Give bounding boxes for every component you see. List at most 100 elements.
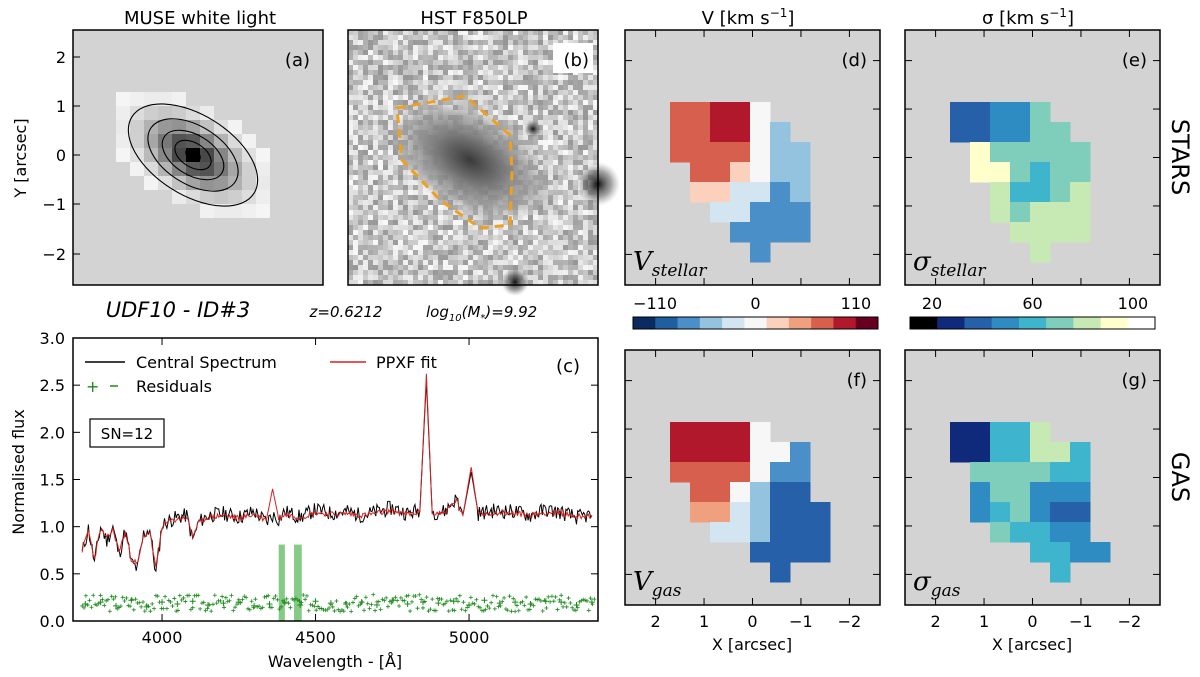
hst-noise-pixel (443, 90, 448, 95)
muse-pixel (242, 134, 256, 148)
residual-point (168, 599, 173, 604)
residual-point (395, 598, 400, 603)
hst-noise-pixel (503, 95, 508, 100)
hst-noise-pixel (443, 75, 448, 80)
hst-noise-pixel (383, 225, 388, 230)
map-spaxel (1070, 222, 1091, 243)
hst-noise-pixel (353, 255, 358, 260)
map-spaxel (750, 502, 771, 523)
residual-point (513, 609, 518, 614)
hst-noise-pixel (448, 235, 453, 240)
hst-noise-pixel (453, 270, 458, 275)
hst-noise-pixel (368, 190, 373, 195)
map-spaxel (730, 422, 751, 443)
hst-noise-pixel (523, 260, 528, 265)
hst-noise-pixel (393, 215, 398, 220)
hst-noise-pixel (493, 265, 498, 270)
hst-noise-pixel (463, 215, 468, 220)
hst-noise-pixel (398, 35, 403, 40)
muse-pixel (228, 204, 242, 218)
hst-noise-pixel (573, 35, 578, 40)
hst-noise-pixel (443, 240, 448, 245)
hst-noise-pixel (583, 90, 588, 95)
map-spaxel (810, 502, 831, 523)
residual-point (312, 604, 317, 609)
hst-noise-pixel (443, 235, 448, 240)
muse-pixel (186, 134, 200, 148)
hst-noise-pixel (408, 245, 413, 250)
hst-noise-pixel (568, 250, 573, 255)
hst-noise-pixel (573, 275, 578, 280)
hst-noise-pixel (448, 90, 453, 95)
map-spaxel (990, 182, 1011, 203)
panel-d-title: V [km s−1] (702, 6, 795, 29)
hst-noise-pixel (383, 210, 388, 215)
hst-noise-pixel (348, 120, 353, 125)
hst-noise-pixel (448, 35, 453, 40)
residual-point (540, 609, 545, 614)
hst-noise-pixel (528, 35, 533, 40)
hst-noise-pixel (358, 220, 363, 225)
hst-noise-pixel (538, 145, 543, 150)
hst-noise-pixel (398, 165, 403, 170)
hst-noise-pixel (398, 270, 403, 275)
hst-noise-pixel (523, 45, 528, 50)
hst-noise-pixel (373, 90, 378, 95)
hst-noise-pixel (573, 115, 578, 120)
hst-noise-pixel (453, 215, 458, 220)
hst-noise-pixel (583, 130, 588, 135)
hst-noise-pixel (353, 155, 358, 160)
hst-noise-pixel (373, 225, 378, 230)
hst-noise-pixel (538, 220, 543, 225)
y-tick-label: 3.0 (40, 329, 65, 348)
hst-noise-pixel (378, 265, 383, 270)
hst-noise-pixel (398, 220, 403, 225)
hst-noise-pixel (363, 65, 368, 70)
hst-noise-pixel (368, 50, 373, 55)
hst-noise-pixel (538, 245, 543, 250)
map-spaxel (1070, 202, 1091, 223)
hst-noise-pixel (473, 45, 478, 50)
hst-noise-pixel (383, 125, 388, 130)
muse-pixel (200, 176, 214, 190)
hst-noise-pixel (583, 225, 588, 230)
hst-noise-pixel (353, 120, 358, 125)
hst-noise-pixel (528, 55, 533, 60)
hst-noise-pixel (438, 240, 443, 245)
hst-noise-pixel (553, 105, 558, 110)
hst-noise-pixel (353, 195, 358, 200)
hst-noise-pixel (513, 85, 518, 90)
hst-noise-pixel (388, 75, 393, 80)
hst-noise-pixel (518, 250, 523, 255)
hst-noise-pixel (463, 65, 468, 70)
hst-noise-pixel (498, 110, 503, 115)
hst-noise-pixel (423, 235, 428, 240)
hst-noise-pixel (413, 65, 418, 70)
hst-noise-pixel (533, 55, 538, 60)
hst-noise-pixel (493, 275, 498, 280)
hst-noise-pixel (543, 60, 548, 65)
muse-pixel (200, 204, 214, 218)
map-letter: (g) (1122, 370, 1147, 391)
hst-noise-pixel (413, 235, 418, 240)
residual-point (376, 599, 381, 604)
residual-point (120, 595, 125, 600)
hst-noise-pixel (478, 235, 483, 240)
hst-noise-pixel (503, 90, 508, 95)
hst-noise-pixel (348, 235, 353, 240)
hst-noise-pixel (588, 270, 593, 275)
hst-noise-pixel (528, 95, 533, 100)
hst-noise-pixel (583, 220, 588, 225)
hst-noise-pixel (473, 85, 478, 90)
hst-noise-pixel (578, 255, 583, 260)
hst-noise-pixel (383, 240, 388, 245)
hst-noise-pixel (488, 230, 493, 235)
residual-point (304, 593, 309, 598)
hst-noise-pixel (348, 125, 353, 130)
colorbar-swatch (1127, 317, 1156, 329)
hst-noise-pixel (578, 125, 583, 130)
legend-resid: Residuals (136, 377, 212, 396)
hst-noise-pixel (573, 130, 578, 135)
hst-noise-pixel (403, 240, 408, 245)
hst-noise-pixel (473, 35, 478, 40)
